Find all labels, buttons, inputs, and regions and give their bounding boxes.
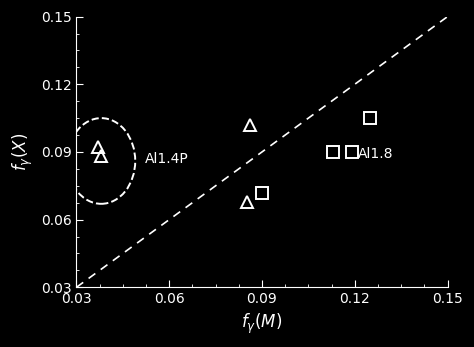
Text: Al1.8: Al1.8 (358, 147, 393, 161)
Text: Al1.4P: Al1.4P (145, 152, 188, 166)
X-axis label: $f_\gamma(M)$: $f_\gamma(M)$ (241, 312, 283, 336)
Y-axis label: $f_\gamma(X)$: $f_\gamma(X)$ (11, 133, 35, 171)
